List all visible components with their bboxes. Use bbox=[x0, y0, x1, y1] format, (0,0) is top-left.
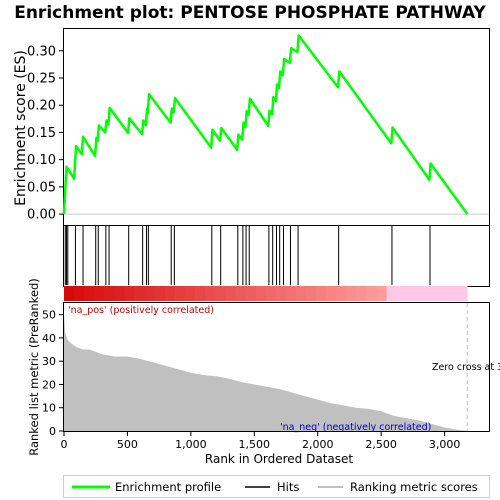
hits-panel bbox=[63, 225, 490, 301]
ranking-y-tick-label: 10 bbox=[42, 402, 56, 415]
legend-hits-label: Hits bbox=[277, 480, 299, 494]
rank-color-segment bbox=[386, 286, 398, 301]
ranking-y-tick-label: 50 bbox=[42, 309, 56, 322]
rank-color-bar bbox=[64, 286, 468, 301]
rank-color-segment bbox=[376, 286, 387, 301]
pos-annotation: 'na_pos' (positively correlated) bbox=[68, 305, 214, 316]
rank-color-segment bbox=[295, 286, 307, 301]
rank-color-segment bbox=[457, 286, 468, 301]
rank-color-segment bbox=[94, 286, 105, 301]
rank-color-segment bbox=[336, 286, 347, 301]
rank-color-segment bbox=[134, 286, 146, 301]
rank-color-segment bbox=[154, 286, 166, 301]
rank-color-segment bbox=[447, 286, 458, 301]
ranking-x-tick-label: 1,000 bbox=[175, 438, 207, 451]
ranking-x-axis-label: Rank in Ordered Dataset bbox=[205, 452, 353, 466]
es-y-tick-label: 0.25 bbox=[27, 72, 56, 87]
rank-color-segment bbox=[436, 286, 448, 301]
rank-color-segment bbox=[225, 286, 236, 301]
rank-color-segment bbox=[406, 286, 418, 301]
ranking-x-tick-label: 0 bbox=[61, 438, 68, 451]
rank-color-segment bbox=[255, 286, 266, 301]
es-series-layer bbox=[62, 34, 469, 215]
es-y-tick-label: 0.10 bbox=[27, 153, 56, 168]
rank-color-segment bbox=[215, 286, 226, 301]
rank-color-segment bbox=[356, 286, 367, 301]
rank-color-segment bbox=[265, 286, 277, 301]
rank-color-segment bbox=[426, 286, 438, 301]
legend: Enrichment profile Hits Ranking metric s… bbox=[63, 475, 490, 498]
rank-color-segment bbox=[326, 286, 337, 301]
rank-color-segment bbox=[235, 286, 246, 301]
legend-ranking-label: Ranking metric scores bbox=[350, 480, 478, 494]
rank-color-segment bbox=[64, 286, 75, 301]
ranking-y-axis-label: Ranked list metric (PreRanked) bbox=[27, 278, 41, 456]
chart-title: Enrichment plot: PENTOSE PHOSPHATE PATHW… bbox=[14, 3, 486, 23]
rank-color-segment bbox=[84, 286, 95, 301]
ranking-y-tick-label: 0 bbox=[49, 425, 56, 438]
zero-cross-annotation: Zero cross at 3178 bbox=[432, 362, 500, 373]
neg-annotation: 'na_neg' (negatively correlated) bbox=[280, 422, 431, 433]
rank-color-segment bbox=[346, 286, 357, 301]
rank-color-segment bbox=[104, 286, 115, 301]
rank-color-segment bbox=[275, 286, 287, 301]
ranking-x-tick-label: 2,500 bbox=[365, 438, 397, 451]
rank-color-segment bbox=[74, 286, 85, 301]
enrichment-profile-line bbox=[62, 34, 469, 215]
ranking-x-tick-label: 2,000 bbox=[302, 438, 334, 451]
rank-color-segment bbox=[245, 286, 256, 301]
es-y-tick-label: 0.30 bbox=[27, 44, 56, 59]
es-y-tick-label: 0.20 bbox=[27, 99, 56, 114]
ranking-x-axis: 0 500 1,000 1,500 2,000 2,500 3,000 bbox=[61, 431, 461, 451]
ranking-y-tick-label: 40 bbox=[42, 332, 56, 345]
rank-color-segment bbox=[366, 286, 377, 301]
rank-color-segment bbox=[164, 286, 176, 301]
es-y-tick-label: 0.00 bbox=[27, 208, 56, 223]
rank-color-segment bbox=[184, 286, 196, 301]
rank-color-segment bbox=[195, 286, 206, 301]
ranking-x-tick-label: 3,000 bbox=[429, 438, 461, 451]
rank-color-segment bbox=[305, 286, 317, 301]
ranking-area-layer bbox=[64, 303, 468, 431]
enrichment-panel: 0.00 0.05 0.10 0.15 0.20 0.25 0.30 Enrichment … bbox=[13, 28, 490, 226]
ranking-panel: 0 10 20 30 40 50 0 500 1,000 1,500 2,000 2,500 3,00… bbox=[27, 278, 500, 466]
rank-color-segment bbox=[205, 286, 216, 301]
ranking-y-tick-label: 30 bbox=[42, 355, 56, 368]
rank-color-segment bbox=[285, 286, 297, 301]
ranking-y-tick-label: 20 bbox=[42, 378, 56, 391]
rank-color-segment bbox=[396, 286, 408, 301]
es-y-tick-label: 0.15 bbox=[27, 126, 56, 141]
es-y-tick-label: 0.05 bbox=[27, 180, 56, 195]
hits-layer bbox=[64, 226, 431, 285]
es-y-axis: 0.00 0.05 0.10 0.15 0.20 0.25 0.30 bbox=[27, 44, 64, 223]
rank-color-segment bbox=[416, 286, 428, 301]
rank-color-segment bbox=[144, 286, 156, 301]
ranking-x-tick-label: 1,500 bbox=[239, 438, 271, 451]
ranking-x-tick-label: 500 bbox=[117, 438, 138, 451]
rank-color-segment bbox=[114, 286, 125, 301]
rank-color-segment bbox=[124, 286, 135, 301]
rank-color-segment bbox=[315, 286, 327, 301]
legend-profile-label: Enrichment profile bbox=[115, 480, 221, 494]
ranking-y-axis: 0 10 20 30 40 50 bbox=[42, 309, 64, 438]
rank-color-segment bbox=[174, 286, 186, 301]
es-y-axis-label: Enrichment score (ES) bbox=[13, 50, 29, 206]
ranking-area bbox=[64, 314, 468, 431]
